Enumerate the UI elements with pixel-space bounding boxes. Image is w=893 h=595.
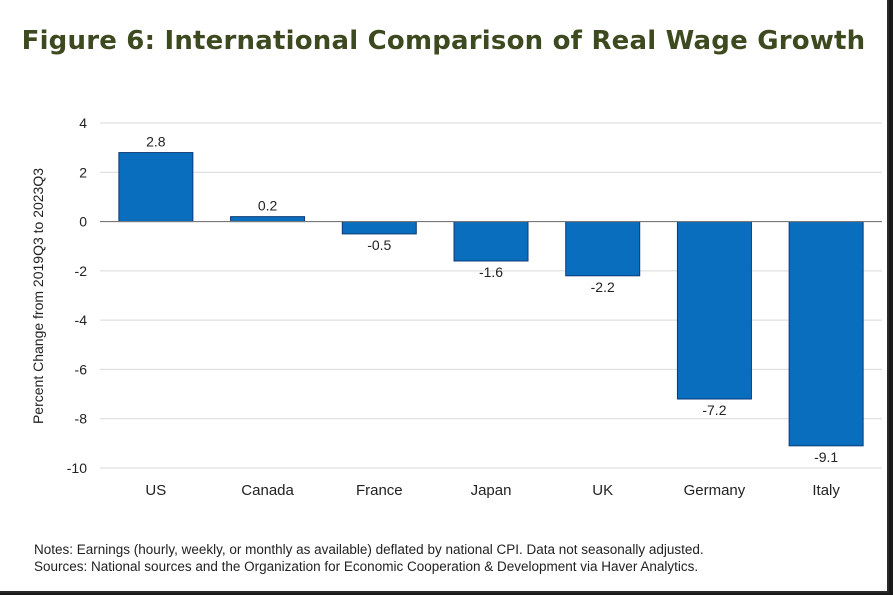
- y-tick-label: -4: [75, 312, 88, 328]
- bar-germany: [676, 221, 752, 400]
- bar-us: [118, 152, 194, 223]
- y-tick-label: -8: [75, 411, 88, 427]
- y-tick-label: -2: [75, 263, 88, 279]
- x-tick-label: France: [356, 482, 403, 499]
- notes-block: Notes: Earnings (hourly, weekly, or mont…: [34, 541, 874, 575]
- bar-uk: [565, 221, 641, 277]
- data-label: -1.6: [479, 264, 503, 280]
- x-tick-label: UK: [592, 482, 613, 499]
- data-label: -0.5: [367, 237, 391, 253]
- y-tick-label: 0: [79, 214, 87, 230]
- y-tick-label: -10: [67, 460, 87, 476]
- data-label: -7.2: [702, 402, 726, 418]
- bar-italy: [788, 221, 864, 447]
- x-axis-labels: US Canada France Japan UK Germany Italy: [145, 482, 840, 499]
- x-tick-label: Japan: [471, 482, 512, 499]
- bar-france: [341, 221, 417, 235]
- bar-canada: [230, 216, 306, 223]
- y-tick-label: 2: [79, 164, 87, 180]
- y-tick-label: 4: [79, 115, 87, 131]
- x-tick-label: US: [145, 482, 166, 499]
- x-tick-label: Canada: [241, 482, 294, 499]
- data-label: 0.2: [258, 198, 278, 214]
- y-axis-ticks: 4 2 0 -2 -4 -6 -8 -10: [67, 115, 87, 476]
- chart-title: Figure 6: International Comparison of Re…: [21, 26, 866, 56]
- data-label: -9.1: [814, 449, 838, 465]
- data-label: 2.8: [146, 134, 166, 150]
- x-tick-label: Germany: [684, 482, 746, 499]
- notes-line: Notes: Earnings (hourly, weekly, or mont…: [34, 542, 704, 557]
- bars: [118, 152, 864, 447]
- x-tick-label: Italy: [812, 482, 840, 499]
- bar-japan: [453, 221, 529, 262]
- y-tick-label: -6: [75, 361, 88, 377]
- gridlines: [100, 122, 882, 469]
- bar-data-labels: 2.8 0.2 -0.5 -1.6 -2.2 -7.2 -9.1: [146, 134, 838, 465]
- sources-line: Sources: National sources and the Organi…: [34, 559, 699, 574]
- data-label: -2.2: [591, 279, 615, 295]
- bar-chart: 4 2 0 -2 -4 -6 -8 -10 2.8 0.2 -0.5 -1.6 -2.2 -7.2 -9.…: [30, 115, 882, 499]
- y-axis-label: Percent Change from 2019Q3 to 2023Q3: [30, 168, 46, 424]
